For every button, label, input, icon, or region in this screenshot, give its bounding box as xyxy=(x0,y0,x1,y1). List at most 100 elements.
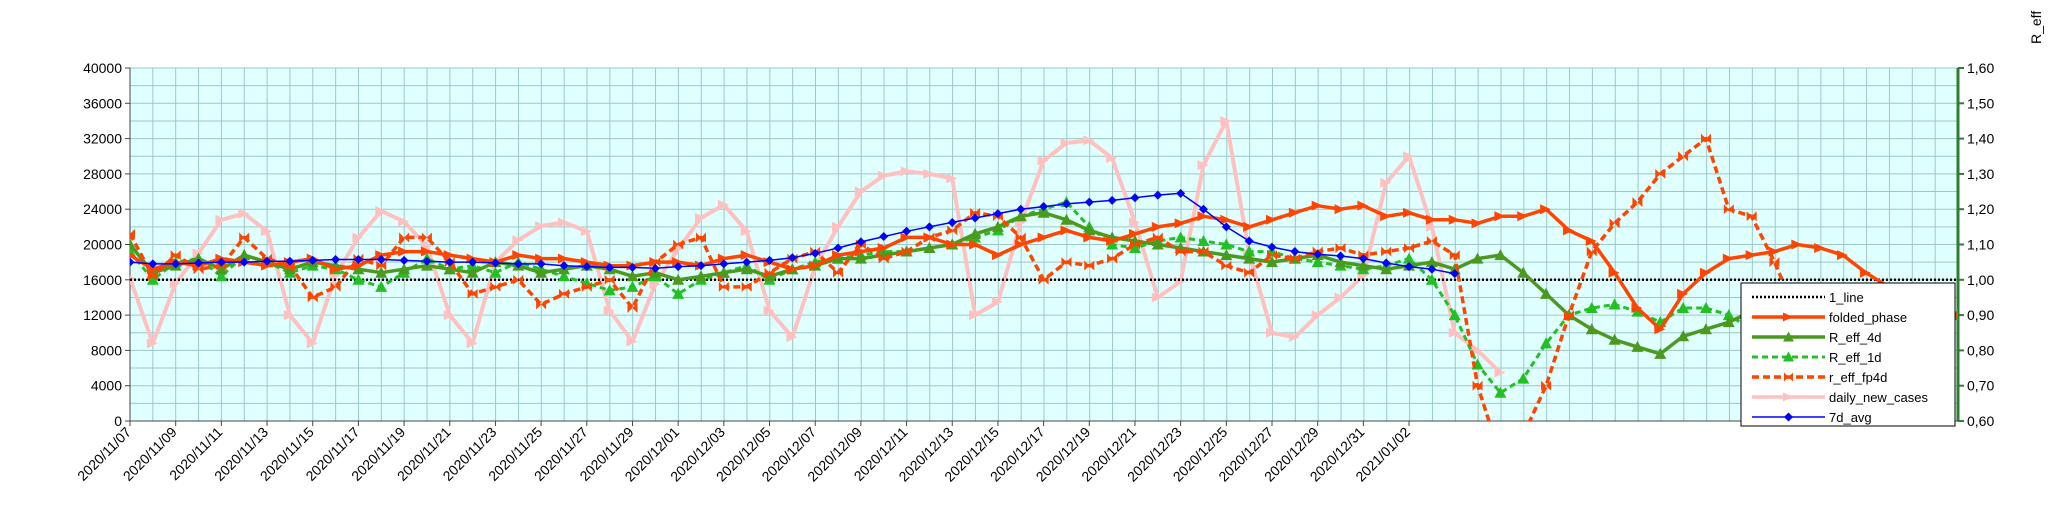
x-axis: 2020/11/072020/11/092020/11/112020/11/13… xyxy=(74,420,1958,485)
data-point xyxy=(1500,451,1505,461)
data-point xyxy=(969,227,982,239)
data-point xyxy=(1221,260,1227,271)
data-point xyxy=(1705,133,1711,144)
legend-box xyxy=(1740,282,1956,427)
data-point xyxy=(580,226,592,237)
data-point xyxy=(130,257,135,267)
legend-label: folded_phase xyxy=(1829,310,1907,325)
data-point xyxy=(1084,260,1090,271)
data-point xyxy=(175,250,181,261)
data-point xyxy=(467,288,473,299)
legend-label: R_eff_1d xyxy=(1829,350,1882,365)
data-point xyxy=(1014,239,1026,250)
data-point xyxy=(1425,273,1438,285)
data-point xyxy=(1494,249,1507,261)
data-point xyxy=(991,296,1003,307)
data-point xyxy=(1404,262,1414,272)
data-point xyxy=(969,310,981,321)
data-point xyxy=(1197,211,1209,222)
data-point xyxy=(1568,310,1574,321)
data-point xyxy=(1243,221,1255,232)
data-point xyxy=(1517,211,1529,222)
data-point xyxy=(422,256,432,266)
data-point xyxy=(1060,225,1072,236)
data-point xyxy=(1631,340,1644,352)
data-point xyxy=(1249,267,1255,278)
legend-item: folded_phase xyxy=(1752,310,1907,325)
data-point xyxy=(1313,249,1323,259)
data-point xyxy=(1608,333,1621,345)
data-point xyxy=(902,226,912,236)
legend-item: 7d_avg xyxy=(1752,410,1872,425)
data-point xyxy=(970,213,980,223)
data-point xyxy=(717,266,730,278)
data-point xyxy=(787,253,797,263)
data-point xyxy=(1546,380,1552,391)
data-point xyxy=(1039,202,1049,212)
data-point xyxy=(535,266,548,278)
data-point xyxy=(1226,260,1232,271)
data-point xyxy=(1631,303,1643,314)
data-point xyxy=(1197,160,1209,171)
data-point xyxy=(786,332,798,343)
data-point xyxy=(146,264,158,275)
data-point xyxy=(696,261,706,271)
left-tick-label: 20000 xyxy=(83,237,122,253)
data-point xyxy=(443,310,455,321)
data-point xyxy=(673,262,683,272)
data-point xyxy=(490,258,500,268)
data-point xyxy=(1380,177,1392,188)
right-tick-label: 1,20 xyxy=(1967,201,1994,217)
data-point xyxy=(375,280,388,292)
data-point xyxy=(833,267,839,278)
data-point xyxy=(969,239,981,250)
data-point xyxy=(1791,239,1803,250)
data-point xyxy=(1335,243,1341,254)
data-point xyxy=(838,267,844,278)
data-point xyxy=(352,260,364,271)
data-point xyxy=(1655,168,1661,179)
data-point xyxy=(426,232,432,243)
data-point xyxy=(1425,221,1437,232)
data-point xyxy=(1471,218,1483,229)
right-tick-label: 1,60 xyxy=(1967,60,1994,76)
data-point xyxy=(1632,197,1638,208)
data-point xyxy=(810,248,820,258)
data-point xyxy=(923,242,936,254)
data-point xyxy=(518,274,524,285)
data-point xyxy=(308,255,318,265)
data-point xyxy=(717,199,729,210)
data-point xyxy=(495,281,501,292)
data-point xyxy=(557,253,569,264)
data-point xyxy=(1699,323,1712,335)
data-point xyxy=(1677,330,1690,342)
data-point xyxy=(239,232,245,243)
data-point xyxy=(1700,133,1706,144)
data-point xyxy=(1585,235,1597,246)
legend-label: 1_line xyxy=(1829,290,1864,305)
right-tick-label: 1,10 xyxy=(1967,237,1994,253)
data-point xyxy=(1495,451,1500,461)
data-point xyxy=(952,225,958,236)
data-point xyxy=(1728,204,1734,215)
data-point xyxy=(283,263,296,275)
data-point xyxy=(877,243,889,254)
data-point xyxy=(466,266,479,278)
data-point xyxy=(375,266,388,278)
data-point xyxy=(1243,245,1256,257)
data-point xyxy=(376,260,382,271)
data-point xyxy=(649,279,661,290)
data-point xyxy=(701,232,706,243)
data-point xyxy=(306,338,318,349)
data-point xyxy=(1745,250,1757,261)
data-point xyxy=(170,250,176,261)
data-point xyxy=(1272,250,1277,261)
data-point xyxy=(1244,267,1250,278)
legend-item: r_eff_fp4d xyxy=(1752,370,1887,385)
data-point xyxy=(238,208,250,219)
data-point xyxy=(723,281,729,292)
data-point xyxy=(672,287,685,299)
data-point xyxy=(146,338,158,349)
data-point xyxy=(1267,242,1277,252)
right-tick-label: 0,60 xyxy=(1967,413,1994,429)
